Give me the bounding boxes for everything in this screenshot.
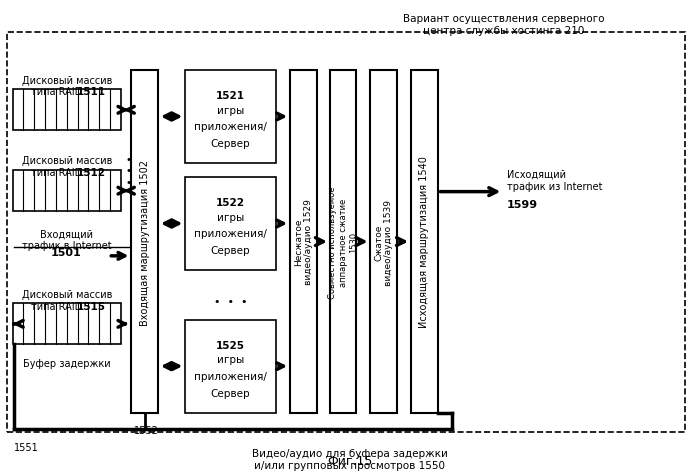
Text: Дисковый массив: Дисковый массив xyxy=(22,156,112,166)
Text: Исходящий
трафик из Internet: Исходящий трафик из Internet xyxy=(507,169,603,191)
FancyBboxPatch shape xyxy=(370,71,397,413)
Text: типа RAID: типа RAID xyxy=(31,301,89,311)
Text: •  •  •: • • • xyxy=(214,297,247,307)
FancyBboxPatch shape xyxy=(185,320,276,413)
Text: игры: игры xyxy=(217,212,244,222)
Text: игры: игры xyxy=(217,105,244,115)
Text: 1525: 1525 xyxy=(216,340,245,350)
FancyBboxPatch shape xyxy=(411,71,438,413)
Text: типа RAID: типа RAID xyxy=(31,168,89,178)
Text: Входящий
трафик в Internet: Входящий трафик в Internet xyxy=(22,229,111,250)
FancyBboxPatch shape xyxy=(185,71,276,164)
Text: 1599: 1599 xyxy=(507,199,538,209)
Text: •
•
•: • • • xyxy=(126,154,131,188)
Text: Вариант осуществления серверного
центра службы хостинга 210: Вариант осуществления серверного центра … xyxy=(403,14,604,36)
FancyBboxPatch shape xyxy=(13,304,121,344)
Text: игры: игры xyxy=(217,355,244,365)
Text: Дисковый массив: Дисковый массив xyxy=(22,75,112,85)
Text: Исходящая маршрутизация 1540: Исходящая маршрутизация 1540 xyxy=(419,156,429,328)
Text: Видео/аудио для буфера задержки
и/или групповых просмотров 1550: Видео/аудио для буфера задержки и/или гр… xyxy=(252,448,447,470)
Text: 1551: 1551 xyxy=(14,442,38,452)
Text: 1552: 1552 xyxy=(134,425,159,435)
Text: Сервер: Сервер xyxy=(211,245,250,255)
FancyBboxPatch shape xyxy=(185,178,276,270)
FancyBboxPatch shape xyxy=(13,171,121,211)
Text: 1521: 1521 xyxy=(216,91,245,101)
Text: 1512: 1512 xyxy=(77,168,106,178)
Text: 1522: 1522 xyxy=(216,198,245,208)
FancyBboxPatch shape xyxy=(290,71,317,413)
FancyBboxPatch shape xyxy=(330,71,356,413)
Text: Сервер: Сервер xyxy=(211,139,250,149)
Text: Несжатое
видео/аудио 1529: Несжатое видео/аудио 1529 xyxy=(294,199,313,285)
FancyBboxPatch shape xyxy=(131,71,158,413)
Text: Сервер: Сервер xyxy=(211,388,250,398)
Text: приложения/: приложения/ xyxy=(194,371,267,381)
Text: приложения/: приложения/ xyxy=(194,229,267,239)
Text: Входящая маршрутизация 1502: Входящая маршрутизация 1502 xyxy=(140,159,150,325)
Text: типа RAID: типа RAID xyxy=(31,87,89,97)
Text: 1511: 1511 xyxy=(77,87,106,97)
Text: 1515: 1515 xyxy=(77,301,106,311)
FancyBboxPatch shape xyxy=(7,33,685,432)
Text: приложения/: приложения/ xyxy=(194,122,267,132)
Text: Фиг.15: Фиг.15 xyxy=(327,455,372,467)
FancyBboxPatch shape xyxy=(13,90,121,130)
Text: Сжатое
видео/аудио 1539: Сжатое видео/аудио 1539 xyxy=(374,199,394,285)
Text: 1501: 1501 xyxy=(51,248,82,258)
Text: Буфер задержки: Буфер задержки xyxy=(22,358,110,368)
Text: Дисковый массив: Дисковый массив xyxy=(22,289,112,299)
Text: Совместно используемое
аппаратное сжатие
1530: Совместно используемое аппаратное сжатие… xyxy=(329,186,358,298)
